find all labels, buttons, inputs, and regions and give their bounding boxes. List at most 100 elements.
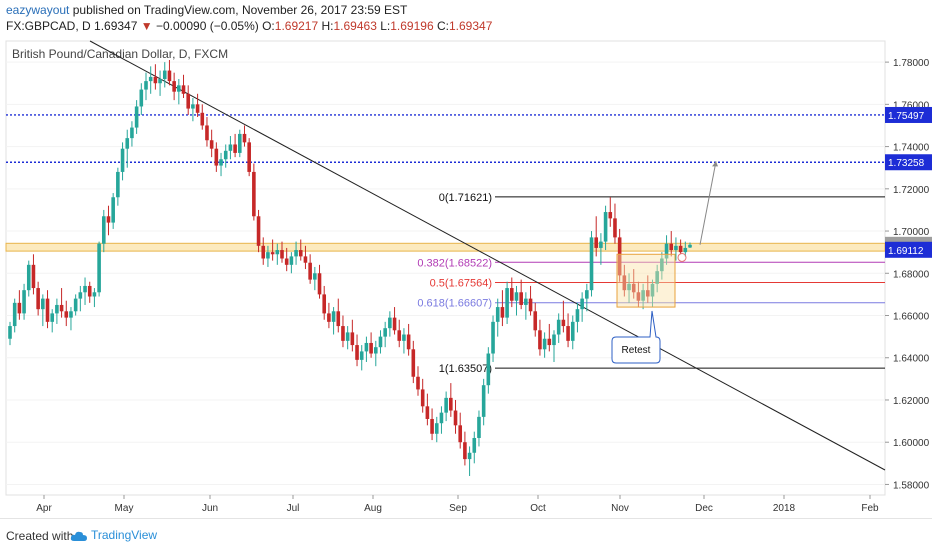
candle-body	[603, 212, 608, 242]
y-tick-label: 1.78000	[893, 58, 930, 69]
symbol-label: FX:GBPCAD, D	[6, 19, 91, 33]
price-tag-label: 1.73258	[888, 158, 925, 169]
x-tick-label: Sep	[449, 503, 467, 514]
candle-body	[223, 150, 228, 160]
candle-body	[261, 245, 266, 259]
fib-level-label: 1(1.63507)	[439, 363, 492, 375]
candle-body	[36, 288, 40, 310]
candle-body	[566, 326, 570, 341]
candle-body	[631, 283, 636, 293]
created-with-text: Created with	[6, 529, 74, 543]
candle-body	[669, 243, 674, 251]
candle-body	[373, 347, 378, 354]
candle-body	[252, 171, 256, 217]
candle-body	[406, 334, 411, 350]
candle-body	[101, 216, 106, 244]
candle-body	[294, 250, 298, 257]
projection-arrow	[699, 161, 717, 245]
candle-body	[678, 245, 683, 253]
candle-body	[130, 127, 134, 139]
author-link[interactable]: eazywayout	[6, 3, 70, 17]
candle-body	[327, 313, 331, 322]
candle-body	[636, 292, 641, 301]
candle-body	[575, 309, 580, 322]
candle-body	[83, 285, 87, 293]
candle-body	[664, 243, 669, 259]
candle-body	[472, 437, 477, 453]
x-tick-label: Feb	[861, 503, 879, 514]
candle-body	[22, 290, 26, 314]
candle-body	[237, 133, 242, 153]
candle-body	[247, 142, 251, 172]
candle-body	[317, 273, 322, 295]
chart-area[interactable]: 1.78000 1.76000 1.74000 1.72000 1.70000 1.680…	[0, 37, 932, 517]
close-value: 1.69347	[448, 19, 493, 33]
candle-body	[458, 425, 463, 443]
candle-body	[416, 376, 420, 390]
fib-level-label: 0.618(1.66607)	[417, 298, 492, 310]
tradingview-logo[interactable]: TradingView	[70, 528, 157, 542]
candle-body	[477, 416, 481, 438]
candle-body	[641, 290, 645, 301]
candle-body	[599, 241, 603, 248]
candle-body	[481, 385, 486, 417]
fib-level-label: 0.5(1.67564)	[430, 277, 492, 289]
candle-body	[533, 311, 538, 331]
last-price: 1.69347	[94, 19, 138, 33]
candle-body	[200, 112, 205, 126]
candle-body	[378, 336, 383, 348]
x-tick-label: May	[115, 503, 134, 514]
candle-body	[162, 70, 167, 80]
close-label: C:	[436, 19, 449, 33]
price-tag	[885, 241, 932, 258]
candle-body	[289, 256, 294, 265]
candle-body	[570, 321, 575, 341]
candle-body	[167, 70, 172, 82]
candle-body	[439, 412, 444, 424]
candle-body	[144, 81, 148, 90]
candle-body	[284, 258, 289, 265]
candle-body	[519, 292, 523, 305]
candle-body	[148, 76, 153, 82]
price-change: −0.00090 (−0.05%)	[156, 19, 259, 33]
candle-body	[388, 317, 392, 329]
candle-body	[547, 338, 552, 346]
candle-body	[514, 292, 519, 301]
candle-body	[116, 171, 120, 198]
chart-title: British Pound/Canadian Dollar, D, FXCM	[12, 47, 228, 61]
tradingview-cloud-icon	[70, 531, 87, 541]
candle-body	[177, 85, 181, 92]
candle-body	[31, 264, 36, 289]
candle-body	[219, 159, 223, 166]
candle-body	[280, 250, 284, 259]
candle-body	[463, 442, 467, 460]
candle-body	[402, 334, 406, 341]
plot-border	[5, 40, 886, 496]
candle-body	[158, 79, 162, 84]
price-tag-label: 1.75497	[888, 111, 925, 122]
candle-body	[580, 298, 584, 310]
candle-body	[613, 218, 617, 238]
candle-body	[509, 288, 514, 301]
candle-body	[589, 237, 594, 291]
price-chart[interactable]: 1.78000 1.76000 1.74000 1.72000 1.70000 1.680…	[0, 37, 932, 517]
low-value: 1.69196	[390, 19, 434, 33]
candle-body	[331, 311, 336, 322]
candle-body	[688, 244, 692, 248]
retest-bubble	[611, 310, 661, 364]
fib-level-label: 0.382(1.68522)	[417, 257, 492, 269]
candle-body	[594, 237, 599, 248]
high-label: H:	[321, 19, 334, 33]
candle-body	[106, 216, 111, 223]
candle-body	[420, 389, 425, 407]
candle-body	[369, 342, 373, 354]
candle-body	[622, 275, 627, 291]
y-tick-label: 1.60000	[893, 438, 930, 449]
retest-box	[616, 253, 676, 308]
candle-body	[486, 353, 491, 386]
candle-body	[645, 290, 650, 297]
candle-body	[650, 283, 655, 297]
price-marker-circle	[677, 252, 687, 262]
candle-body	[434, 423, 439, 434]
x-tick-label: Jun	[202, 503, 218, 514]
